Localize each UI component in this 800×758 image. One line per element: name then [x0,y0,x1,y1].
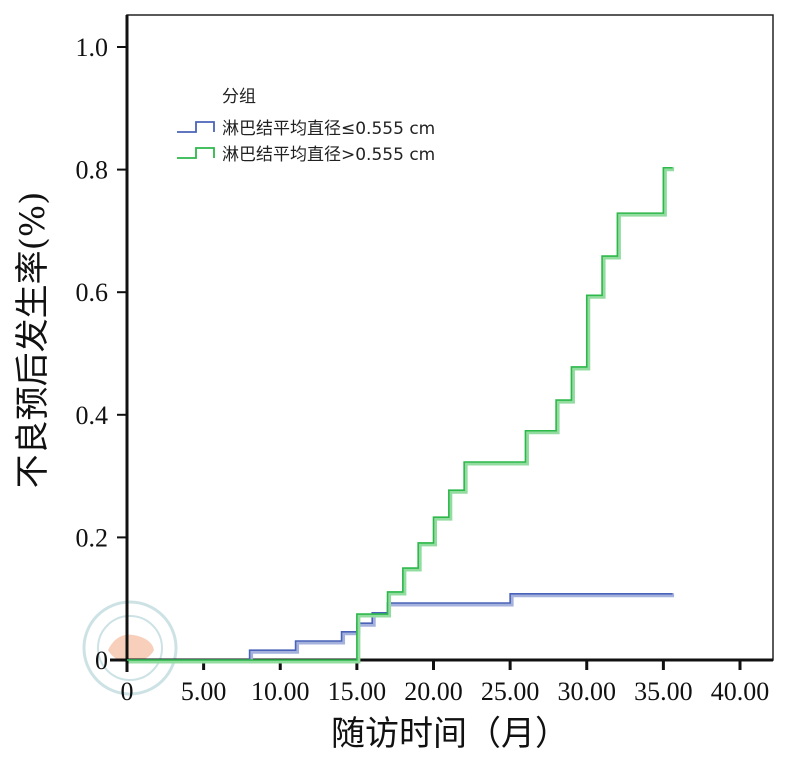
series-line-shadow [128,167,675,664]
y-axis-label: 不良预后发生率(%) [13,192,53,489]
y-tick-label: 0.6 [76,278,109,307]
watermark-seal [82,600,178,696]
x-tick-label: 10.00 [251,677,310,706]
legend-swatch [177,147,215,159]
x-tick-label: 20.00 [404,677,463,706]
x-tick-label: 40.00 [711,677,770,706]
y-tick-label: 0.8 [76,156,109,185]
y-tick-label: 0.2 [76,523,109,552]
x-axis-label: 随访时间（月） [331,714,569,754]
x-tick-label: 30.00 [558,677,617,706]
series-1 [126,592,675,664]
legend: 分组 淋巴结平均直径≤0.555 cm 淋巴结平均直径>0.555 cm [177,87,435,165]
legend-label: 淋巴结平均直径>0.555 cm [222,145,435,165]
y-tick-label: 1.0 [76,33,109,62]
legend-swatch [177,121,215,133]
plot-frame [126,14,774,661]
legend-title: 分组 [222,87,256,107]
series-line [127,592,673,661]
y-tick-label: 0 [95,646,108,675]
series-line-shadow [128,593,675,664]
x-tick-label: 15.00 [328,677,387,706]
legend-label: 淋巴结平均直径≤0.555 cm [222,119,435,139]
x-tick-label: 35.00 [634,677,693,706]
series-line [127,166,673,661]
y-tick-label: 0.4 [76,401,109,430]
x-tick-label: 25.00 [481,677,540,706]
x-tick-label: 5.00 [181,677,227,706]
series-2 [126,166,675,664]
x-tick-label: 0 [121,677,134,706]
